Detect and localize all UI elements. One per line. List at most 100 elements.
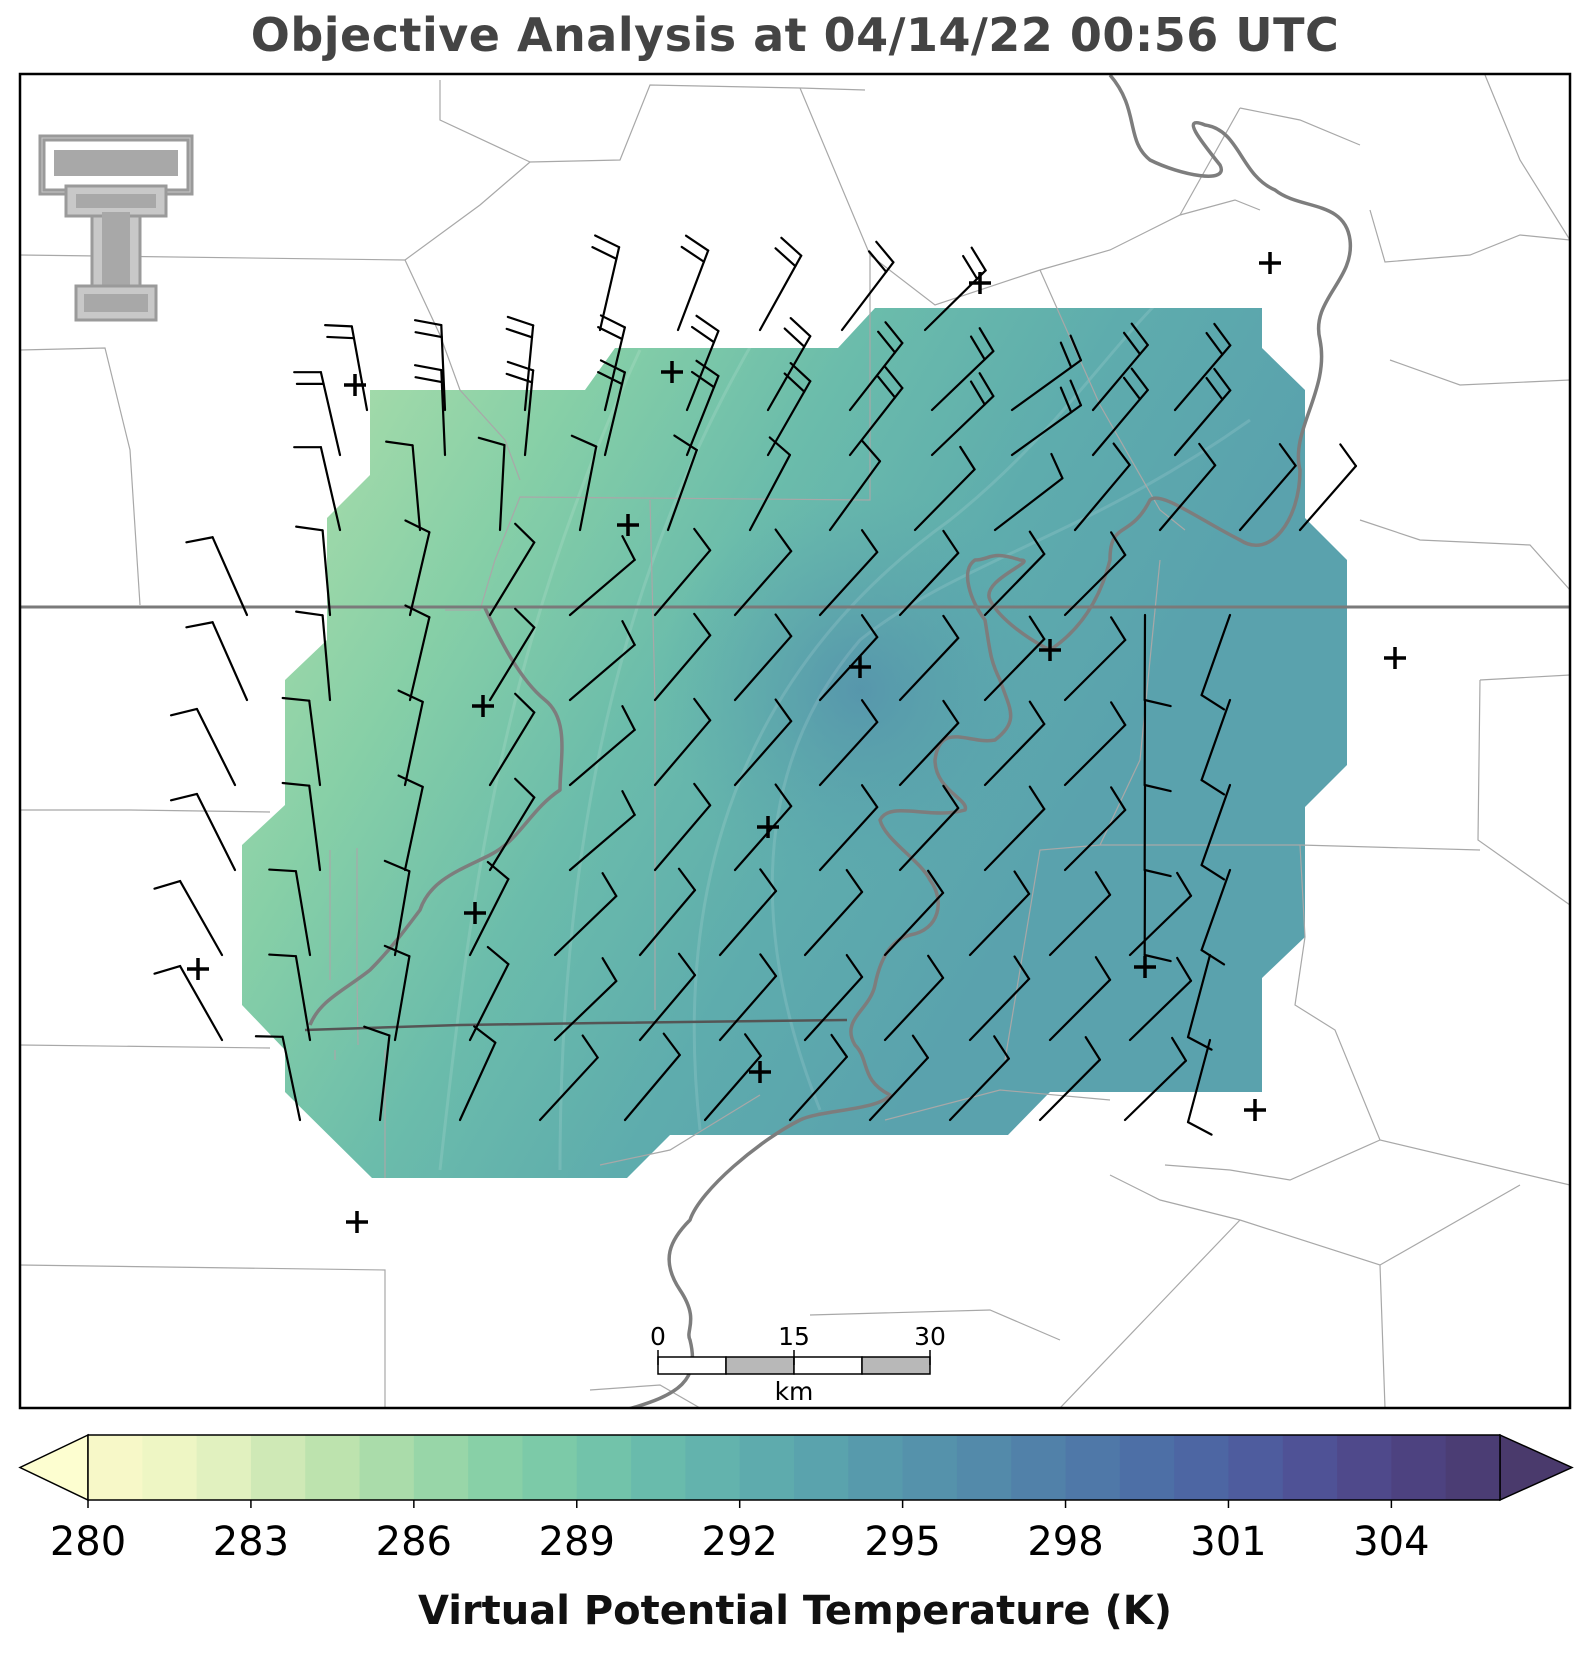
wind-barb <box>828 439 882 532</box>
wind-barb <box>685 314 720 412</box>
wind-barb <box>281 696 322 787</box>
wind-barb <box>1186 1038 1213 1136</box>
wind-barb <box>1200 868 1232 966</box>
wind-barb <box>1143 783 1172 878</box>
wind-barb <box>818 614 879 702</box>
wind-barb <box>653 697 712 787</box>
wind-barb <box>268 953 312 1042</box>
colorbar-segment <box>413 1435 469 1500</box>
wind-barb <box>930 372 995 457</box>
wind-barb <box>363 1025 391 1122</box>
wind-barb <box>570 434 598 532</box>
station-marker <box>1134 956 1156 978</box>
colorbar-segment <box>685 1435 741 1500</box>
wind-barb <box>1158 442 1217 532</box>
state-line-south <box>304 1018 848 1032</box>
wind-barb <box>733 698 793 787</box>
wind-barb <box>1063 786 1127 872</box>
colorbar-segment <box>1445 1435 1501 1500</box>
wind-barb <box>597 359 626 457</box>
wind-barb <box>1038 1036 1102 1122</box>
wind-barb <box>968 955 1031 1042</box>
wind-barb <box>1063 616 1127 702</box>
map-frame <box>18 72 1572 1410</box>
wind-barb <box>1173 367 1232 457</box>
colorbar-segment <box>142 1435 198 1500</box>
colorbar-segment <box>902 1435 958 1500</box>
colorbar-segment <box>468 1435 524 1500</box>
colorbar-segment <box>359 1435 415 1500</box>
wind-barb <box>923 246 987 332</box>
wind-barb <box>623 1032 681 1122</box>
wind-barb <box>488 692 536 787</box>
station-markers <box>187 252 1406 1233</box>
wind-barb <box>883 869 945 957</box>
colorbar-over-arrow <box>1499 1433 1574 1502</box>
colorbar-segment <box>88 1435 143 1500</box>
wind-barb <box>568 790 636 872</box>
wind-barb <box>983 700 1046 787</box>
wind-barb <box>748 436 792 532</box>
wind-barb <box>848 366 904 457</box>
wind-barb <box>568 535 636 617</box>
wind-barb <box>169 707 237 787</box>
wind-barb <box>413 364 447 457</box>
colorbar-segment <box>1119 1435 1175 1500</box>
scale-bar-unit: km <box>775 1377 814 1406</box>
station-marker <box>749 1061 771 1083</box>
wind-barb <box>968 870 1031 957</box>
wind-barb <box>818 784 879 872</box>
colorbar-segment <box>522 1435 578 1500</box>
wind-barb <box>568 705 636 787</box>
colorbar-segment <box>1391 1435 1447 1500</box>
colorbar-tick-label: 298 <box>1027 1519 1103 1565</box>
wind-barb <box>1063 531 1127 617</box>
colorbar-segment <box>794 1435 849 1500</box>
wind-barb <box>818 529 879 617</box>
wind-barb <box>733 783 793 872</box>
wind-barb <box>597 314 626 412</box>
wind-barb <box>653 527 712 617</box>
colorbar-segment <box>1337 1435 1392 1500</box>
station-marker <box>969 272 991 294</box>
analysis-field-core <box>242 308 1347 1178</box>
colorbar-segment <box>631 1435 686 1500</box>
wind-barb <box>295 610 332 702</box>
wind-barb <box>1238 443 1297 532</box>
station-marker <box>757 816 779 838</box>
colorbar-segment <box>1011 1435 1067 1500</box>
wind-barb <box>1010 379 1083 457</box>
station-marker <box>464 902 486 924</box>
wind-barb <box>324 324 369 412</box>
wind-barb <box>883 954 945 1042</box>
wind-barb <box>868 1034 929 1122</box>
county-lines <box>20 74 1570 1408</box>
wind-barb <box>803 953 864 1042</box>
station-marker <box>472 695 494 717</box>
wind-barb <box>1143 613 1172 708</box>
wind-barb <box>254 1035 302 1122</box>
wind-barb <box>1010 334 1083 412</box>
wind-barb <box>553 957 618 1042</box>
wind-barb <box>1073 442 1131 532</box>
wind-barb <box>1063 701 1127 787</box>
colorbar-tick-label: 295 <box>864 1519 940 1565</box>
wind-barb <box>488 777 536 872</box>
colorbar-tick-label: 286 <box>376 1519 452 1565</box>
wind-barb <box>898 614 960 702</box>
plot-title: Objective Analysis at 04/14/22 00:56 UTC <box>250 8 1340 62</box>
wind-barb <box>733 613 793 702</box>
station-marker <box>1259 252 1281 274</box>
colorbar-label: Virtual Potential Temperature (K) <box>417 1588 1173 1634</box>
wind-barb <box>477 436 506 532</box>
wind-barb <box>983 530 1046 617</box>
colorbar-segment <box>1228 1435 1284 1500</box>
wind-barb <box>803 868 864 957</box>
wind-barb <box>1200 613 1232 711</box>
wind-barb <box>488 607 536 702</box>
colorbar-segment <box>956 1435 1012 1500</box>
wind-barb <box>703 1033 762 1122</box>
wind-barb <box>818 699 879 787</box>
station-marker <box>1039 639 1061 661</box>
wind-barb <box>153 964 224 1042</box>
